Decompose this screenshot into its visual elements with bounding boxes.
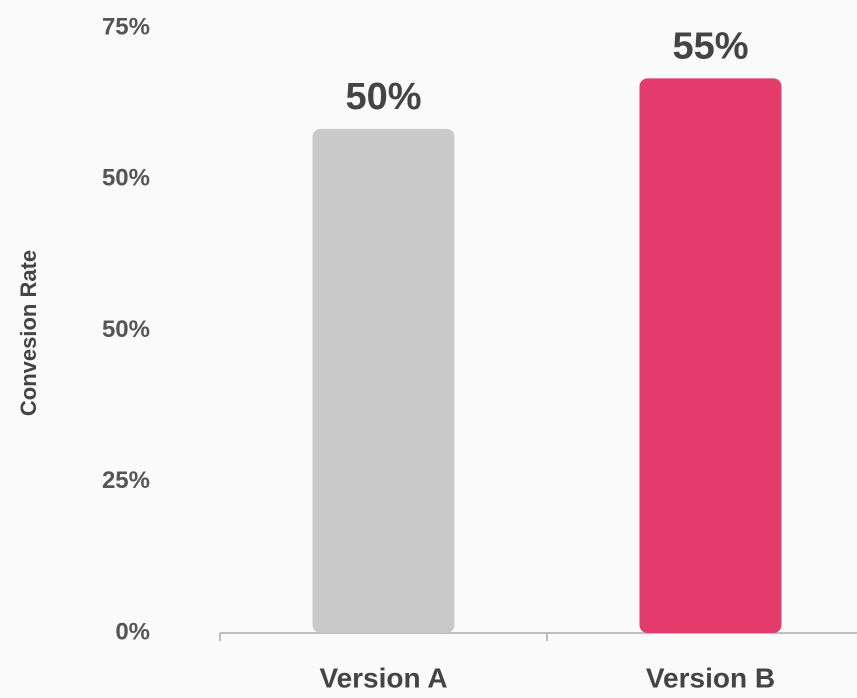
bar — [639, 78, 782, 633]
value-label: 55% — [672, 25, 748, 67]
y-tick-label: 25% — [102, 467, 150, 494]
y-tick-label: 75% — [102, 13, 150, 40]
y-tick-label: 50% — [102, 316, 150, 343]
value-label: 50% — [345, 76, 421, 118]
x-tick-label: Version B — [646, 662, 775, 693]
bar — [312, 128, 455, 634]
y-tick-label: 50% — [102, 165, 150, 192]
y-tick-label: 0% — [115, 618, 150, 645]
y-axis-title: Convesion Rate — [16, 250, 41, 416]
x-tick-label: Version A — [319, 662, 447, 693]
